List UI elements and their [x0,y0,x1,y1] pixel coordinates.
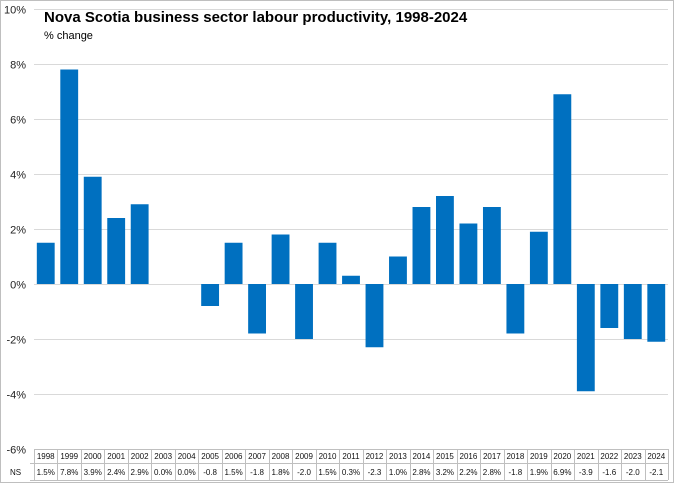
bar-2007 [248,284,266,334]
data-label: 2.2% [459,468,477,477]
data-label: -2.1 [649,468,663,477]
data-label: 0.0% [154,468,172,477]
x-tick-label: 2010 [319,452,337,461]
x-tick-label: 1998 [37,452,55,461]
y-tick-label: 6% [10,115,26,127]
x-tick-label: 2019 [530,452,548,461]
x-tick-label: 2003 [154,452,172,461]
data-label: 3.9% [84,468,102,477]
x-tick-label: 2017 [483,452,501,461]
data-label: 1.5% [37,468,55,477]
bar-2017 [482,207,501,284]
data-label: 7.8% [60,468,78,477]
x-tick-label: 2001 [107,452,125,461]
data-label: 0.3% [342,468,360,477]
x-tick-label: 2008 [272,452,290,461]
x-tick-label: 2013 [389,452,407,461]
data-label: 2.9% [131,468,149,477]
bar-2019 [529,231,548,284]
data-table: NS 1998 1.5% 1999 7.8% 2000 3.9% 2001 2.4% 2002 2.… [10,449,669,481]
bar-2009 [295,284,313,339]
bar-2018 [506,284,525,334]
bar-2024 [647,284,666,342]
data-label: -2.0 [626,468,640,477]
data-label: -1.8 [250,468,264,477]
data-label: 1.0% [389,468,407,477]
data-label: 2.8% [412,468,430,477]
y-tick-label: -4% [6,390,26,402]
data-label: -2.0 [297,468,311,477]
data-label: 6.9% [553,468,571,477]
x-tick-label: 2020 [553,452,571,461]
bar-2006 [224,242,243,284]
data-label: 3.2% [436,468,454,477]
bar-2010 [318,242,337,284]
bar-2021 [576,284,595,392]
x-tick-label: 2015 [436,452,454,461]
bar-2012 [365,284,384,348]
bar-2013 [389,256,407,284]
data-label: 1.8% [271,468,289,477]
y-tick-label: 2% [10,225,26,237]
data-label: -3.9 [579,468,593,477]
y-tick-label: 8% [10,60,26,72]
x-tick-label: 2002 [131,452,149,461]
data-label: 0.0% [178,468,196,477]
x-tick-label: 2009 [295,452,313,461]
bar-2016 [459,223,478,284]
x-tick-label: 2021 [577,452,595,461]
data-label: 2.4% [107,468,125,477]
y-tick-label: 10% [4,5,26,17]
y-tick-label: 4% [10,170,26,182]
y-axis-tick-labels: 10% 8% 6% 4% 2% 0% -2% -4% -6% [4,5,26,457]
x-tick-label: 2022 [600,452,618,461]
x-tick-label: 2024 [647,452,665,461]
x-tick-label: 2004 [178,452,196,461]
x-tick-label: 2023 [624,452,642,461]
bars [36,69,666,392]
bar-2015 [436,196,454,284]
data-label: 1.5% [318,468,336,477]
x-tick-label: 2014 [413,452,431,461]
y-tick-label: -6% [6,445,26,457]
bar-2022 [600,284,619,328]
bar-2002 [130,204,149,284]
chart-title: Nova Scotia business sector labour produ… [44,9,468,26]
bar-2020 [553,94,572,284]
bar-2005 [201,284,220,306]
data-label: 1.5% [224,468,242,477]
y-tick-label: 0% [10,280,26,292]
x-tick-label: 2012 [366,452,384,461]
bar-1998 [36,242,55,284]
data-label: -1.8 [508,468,522,477]
data-label: -0.8 [203,468,217,477]
data-label: -2.3 [368,468,382,477]
x-tick-label: 2006 [225,452,243,461]
x-tick-label: 2018 [506,452,524,461]
bar-2014 [412,207,431,284]
y-tick-label: -2% [6,335,26,347]
x-tick-label: 2005 [201,452,219,461]
bar-1999 [60,69,79,284]
data-label: -1.6 [602,468,616,477]
x-tick-label: 2000 [84,452,102,461]
x-tick-label: 2007 [248,452,266,461]
bar-2008 [271,234,290,284]
bar-2011 [342,275,360,284]
x-tick-label: 2011 [342,452,360,461]
data-label: 2.8% [483,468,501,477]
bar-2000 [83,176,102,284]
x-tick-label: 1999 [60,452,78,461]
series-label: NS [10,468,21,477]
gridlines [34,9,668,395]
y-axis-label: % change [44,30,93,42]
data-label: 1.9% [530,468,548,477]
bar-2001 [107,218,126,284]
bar-2023 [623,284,642,339]
x-tick-label: 2016 [460,452,478,461]
